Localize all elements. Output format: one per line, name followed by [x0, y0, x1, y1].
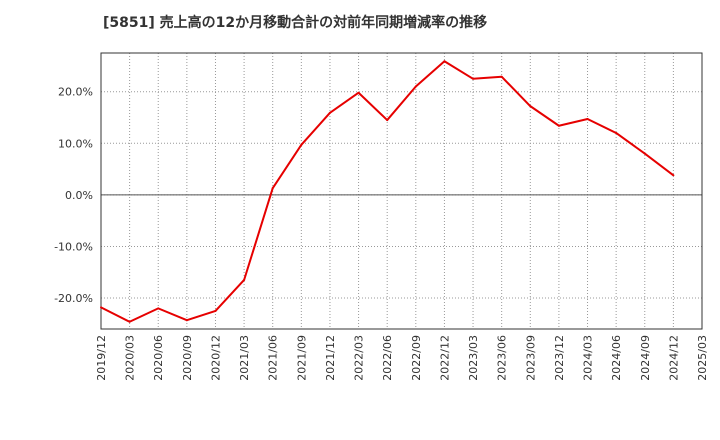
x-tick-label: 2021/09: [295, 335, 308, 381]
x-tick-label: 2022/06: [381, 335, 394, 381]
data-point: [443, 60, 446, 63]
data-point: [243, 278, 246, 281]
data-point: [357, 91, 360, 94]
series-layer: [100, 60, 675, 323]
y-axis: -20.0% -10.0% 0.0% 10.0% 20.0%: [54, 86, 93, 305]
plot-area-frame: [100, 52, 703, 330]
data-point: [672, 174, 675, 177]
y-tick-label: 0.0%: [65, 189, 93, 202]
data-point: [586, 118, 589, 121]
x-tick-label: 2021/03: [238, 335, 251, 381]
y-tick-label: -10.0%: [54, 240, 93, 253]
x-tick-label: 2024/12: [667, 335, 680, 381]
x-tick-label: 2020/03: [124, 335, 137, 381]
chart-title: [5851] 売上高の12か月移動合計の対前年同期増減率の推移: [103, 15, 488, 31]
x-axis: 2019/12 2020/03 2020/06 2020/09 2020/12 2021/…: [95, 335, 709, 381]
x-tick-label: 2022/12: [438, 335, 451, 381]
data-point: [386, 119, 389, 122]
data-point: [128, 320, 131, 323]
x-tick-label: 2021/06: [267, 335, 280, 381]
data-point: [557, 124, 560, 127]
x-tick-label: 2023/06: [496, 335, 509, 381]
data-point: [643, 152, 646, 155]
data-point: [271, 187, 274, 190]
data-point: [615, 131, 618, 134]
data-point: [328, 111, 331, 114]
data-point: [500, 75, 503, 78]
data-point: [300, 143, 303, 146]
x-tick-label: 2020/12: [209, 335, 222, 381]
x-tick-label: 2023/12: [553, 335, 566, 381]
x-tick-label: 2025/03: [696, 335, 709, 381]
grid-lines: [100, 53, 703, 329]
x-tick-label: 2021/12: [324, 335, 337, 381]
x-tick-label: 2019/12: [95, 335, 108, 381]
x-tick-label: 2020/06: [152, 335, 165, 381]
data-point: [157, 307, 160, 310]
data-point: [185, 319, 188, 322]
x-tick-label: 2022/03: [353, 335, 366, 381]
data-point: [529, 105, 532, 108]
y-tick-label: 10.0%: [58, 137, 93, 150]
data-point: [472, 77, 475, 80]
x-tick-label: 2023/03: [467, 335, 480, 381]
x-tick-label: 2022/09: [410, 335, 423, 381]
y-tick-label: 20.0%: [58, 86, 93, 99]
y-tick-label: -20.0%: [54, 292, 93, 305]
data-point: [214, 309, 217, 312]
data-point: [414, 85, 417, 88]
x-tick-label: 2023/09: [524, 335, 537, 381]
x-tick-label: 2020/09: [181, 335, 194, 381]
x-tick-label: 2024/09: [639, 335, 652, 381]
x-tick-label: 2024/03: [582, 335, 595, 381]
data-point: [100, 306, 102, 309]
x-tick-label: 2024/06: [610, 335, 623, 381]
